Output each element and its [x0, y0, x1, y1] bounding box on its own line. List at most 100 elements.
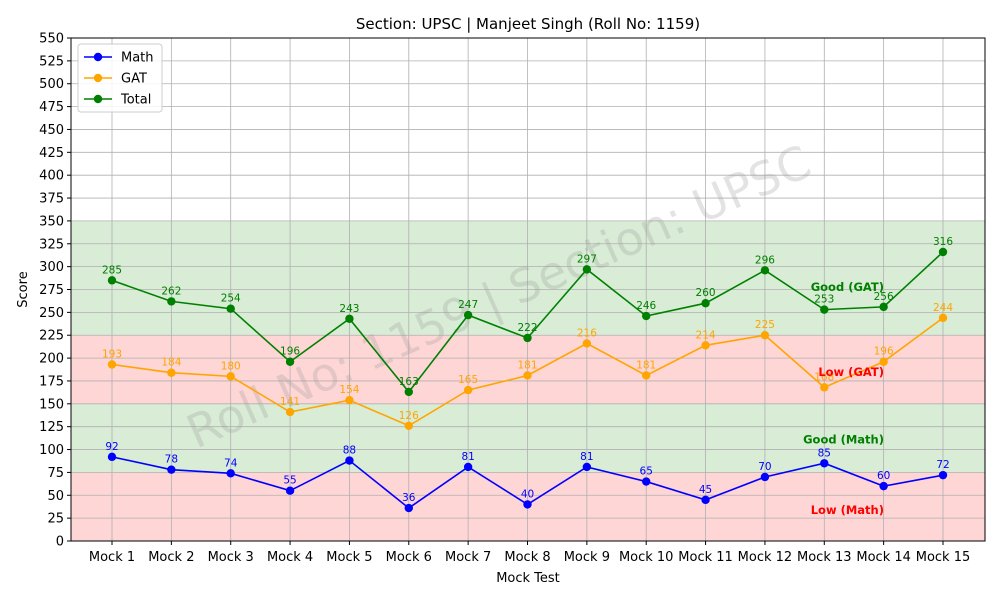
- gat-point: [582, 339, 592, 348]
- total-point: [523, 333, 532, 343]
- y-tick-label: 475: [39, 100, 64, 115]
- band-annotations: Good (GAT) Low (GAT) Good (Math) Low (Math): [803, 280, 884, 517]
- total-data-label: 256: [874, 291, 894, 303]
- gat-data-label: 225: [755, 319, 775, 331]
- band-3: [71, 220, 985, 336]
- annotation-label: Good (GAT): [811, 280, 884, 294]
- y-tick-label: 525: [39, 54, 64, 69]
- math-point: [938, 470, 948, 480]
- total-point: [285, 357, 295, 366]
- gat-point: [167, 368, 176, 377]
- math-point: [226, 469, 235, 478]
- x-tick-label: Mock 13: [797, 550, 852, 565]
- performance-bands: [71, 220, 985, 541]
- total-point: [167, 297, 176, 306]
- y-tick-label: 550: [39, 32, 64, 47]
- annotation-label: Low (Math): [811, 503, 884, 517]
- math-legend-label: Math: [121, 51, 154, 66]
- y-tick-label: 250: [39, 306, 64, 321]
- math-data-label: 60: [877, 470, 890, 482]
- math-data-label: 40: [521, 488, 534, 500]
- gat-data-label: 154: [339, 384, 359, 396]
- gat-data-label: 141: [280, 396, 300, 408]
- x-tick-label: Mock 6: [386, 550, 432, 565]
- total-data-label: 296: [755, 254, 775, 266]
- math-data-label: 36: [402, 492, 416, 504]
- y-tick-label: 25: [47, 512, 64, 527]
- y-tick-label: 300: [39, 260, 64, 275]
- annotation-label: Good (Math): [803, 432, 884, 446]
- y-tick-label: 425: [39, 146, 64, 161]
- y-tick-label: 100: [39, 443, 64, 458]
- x-tick-label: Mock 8: [504, 550, 550, 565]
- math-point: [642, 477, 651, 486]
- math-data-label: 78: [165, 454, 178, 466]
- total-data-label: 243: [339, 303, 359, 315]
- gat-data-label: 181: [636, 359, 656, 371]
- math-data-label: 70: [758, 461, 771, 473]
- math-point: [701, 495, 710, 505]
- y-tick-label: 125: [39, 420, 64, 435]
- x-tick-label: Mock 7: [445, 550, 491, 565]
- gat-legend-label: GAT: [121, 72, 147, 87]
- gat-data-label: 193: [102, 348, 122, 360]
- gat-data-label: 244: [933, 302, 953, 314]
- y-tick-label: 175: [39, 374, 64, 389]
- gat-data-label: 184: [161, 357, 181, 369]
- x-tick-label: Mock 1: [89, 550, 135, 565]
- total-legend-marker: [93, 94, 103, 104]
- y-tick-label: 75: [47, 466, 64, 481]
- y-tick-label: 375: [39, 192, 64, 207]
- gat-data-label: 216: [577, 327, 597, 339]
- total-data-label: 246: [636, 300, 656, 312]
- total-point: [582, 265, 592, 274]
- legend: Math GAT Total: [77, 43, 163, 113]
- math-data-label: 74: [224, 457, 238, 469]
- math-legend-marker: [93, 52, 103, 62]
- gat-point: [107, 360, 117, 369]
- total-data-label: 253: [814, 294, 834, 306]
- y-tick-label: 275: [39, 283, 64, 298]
- chart-title: Section: UPSC | Manjeet Singh (Roll No: …: [356, 15, 700, 33]
- gat-point: [701, 341, 710, 350]
- total-point: [226, 304, 235, 313]
- y-tick-label: 400: [39, 169, 64, 184]
- total-point: [938, 247, 948, 257]
- y-axis-ticks: 0 25 50 75 100 125 150 175 200 225 250 275 300 325 350…: [39, 32, 71, 550]
- gat-data-label: 214: [696, 329, 716, 341]
- y-tick-label: 0: [56, 535, 64, 550]
- y-tick-label: 350: [39, 214, 64, 229]
- total-point: [107, 276, 117, 285]
- y-tick-label: 450: [39, 123, 64, 138]
- math-point: [285, 486, 295, 495]
- x-tick-label: Mock 12: [738, 550, 793, 565]
- math-point: [879, 481, 888, 491]
- gat-point: [226, 372, 235, 381]
- x-tick-label: Mock 5: [326, 550, 372, 565]
- gat-point: [463, 385, 473, 395]
- math-data-label: 85: [818, 447, 831, 459]
- total-point: [820, 305, 829, 314]
- x-tick-label: Mock 15: [916, 550, 971, 565]
- gat-point: [760, 331, 770, 340]
- total-legend-label: Total: [120, 93, 151, 108]
- gat-legend-marker: [93, 73, 103, 83]
- total-point: [701, 299, 710, 308]
- annotation-label: Low (GAT): [818, 365, 884, 379]
- gat-data-label: 180: [221, 360, 241, 372]
- y-tick-label: 200: [39, 352, 64, 367]
- gat-point: [285, 407, 295, 417]
- math-point: [820, 459, 829, 468]
- band-1: [71, 403, 985, 473]
- x-tick-label: Mock 9: [564, 550, 610, 565]
- total-data-label: 254: [221, 293, 241, 305]
- total-data-label: 247: [458, 299, 478, 311]
- math-point: [582, 462, 592, 472]
- math-data-label: 65: [640, 466, 653, 478]
- math-data-label: 72: [936, 459, 949, 471]
- math-point: [345, 456, 354, 465]
- gat-point: [404, 421, 413, 430]
- total-data-label: 196: [280, 346, 300, 358]
- total-point: [642, 311, 651, 321]
